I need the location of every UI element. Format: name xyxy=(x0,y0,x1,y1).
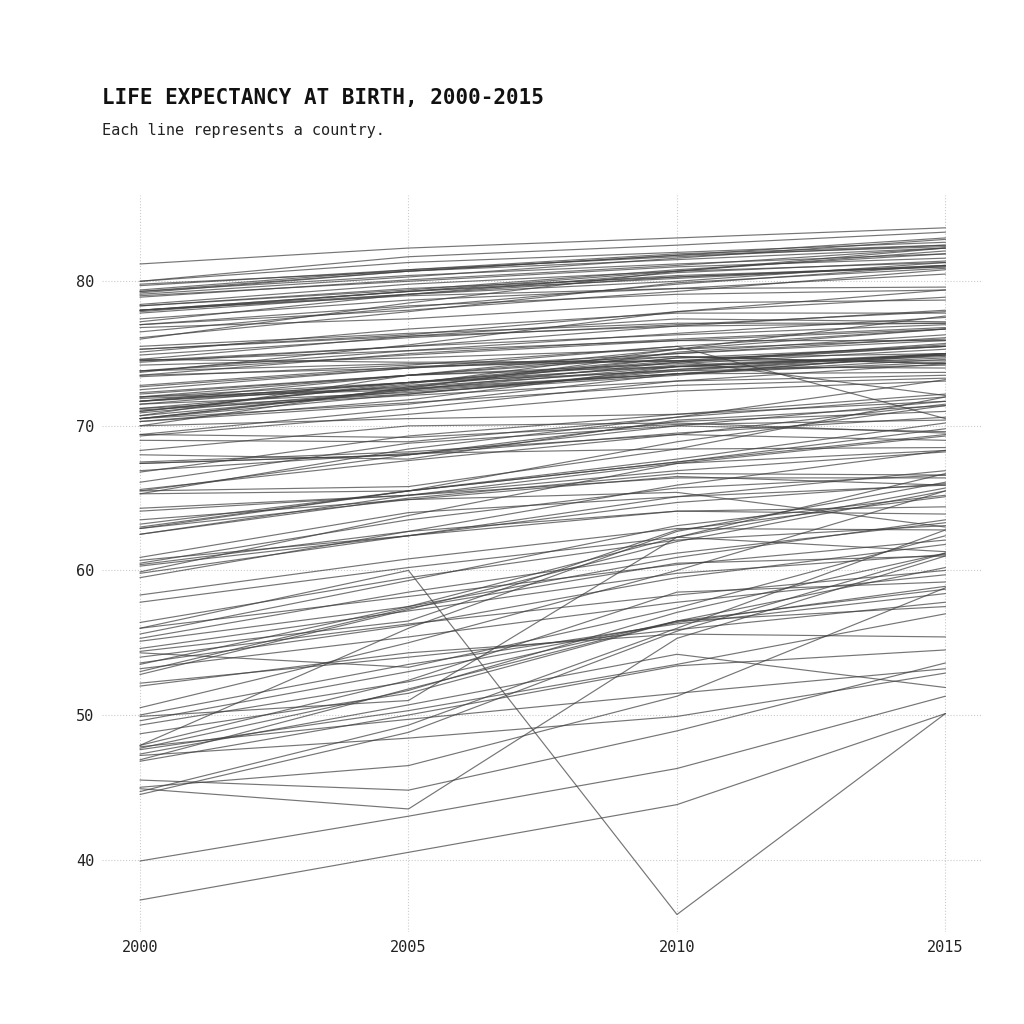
Text: Each line represents a country.: Each line represents a country. xyxy=(102,123,385,138)
Text: LIFE EXPECTANCY AT BIRTH, 2000-2015: LIFE EXPECTANCY AT BIRTH, 2000-2015 xyxy=(102,87,545,108)
